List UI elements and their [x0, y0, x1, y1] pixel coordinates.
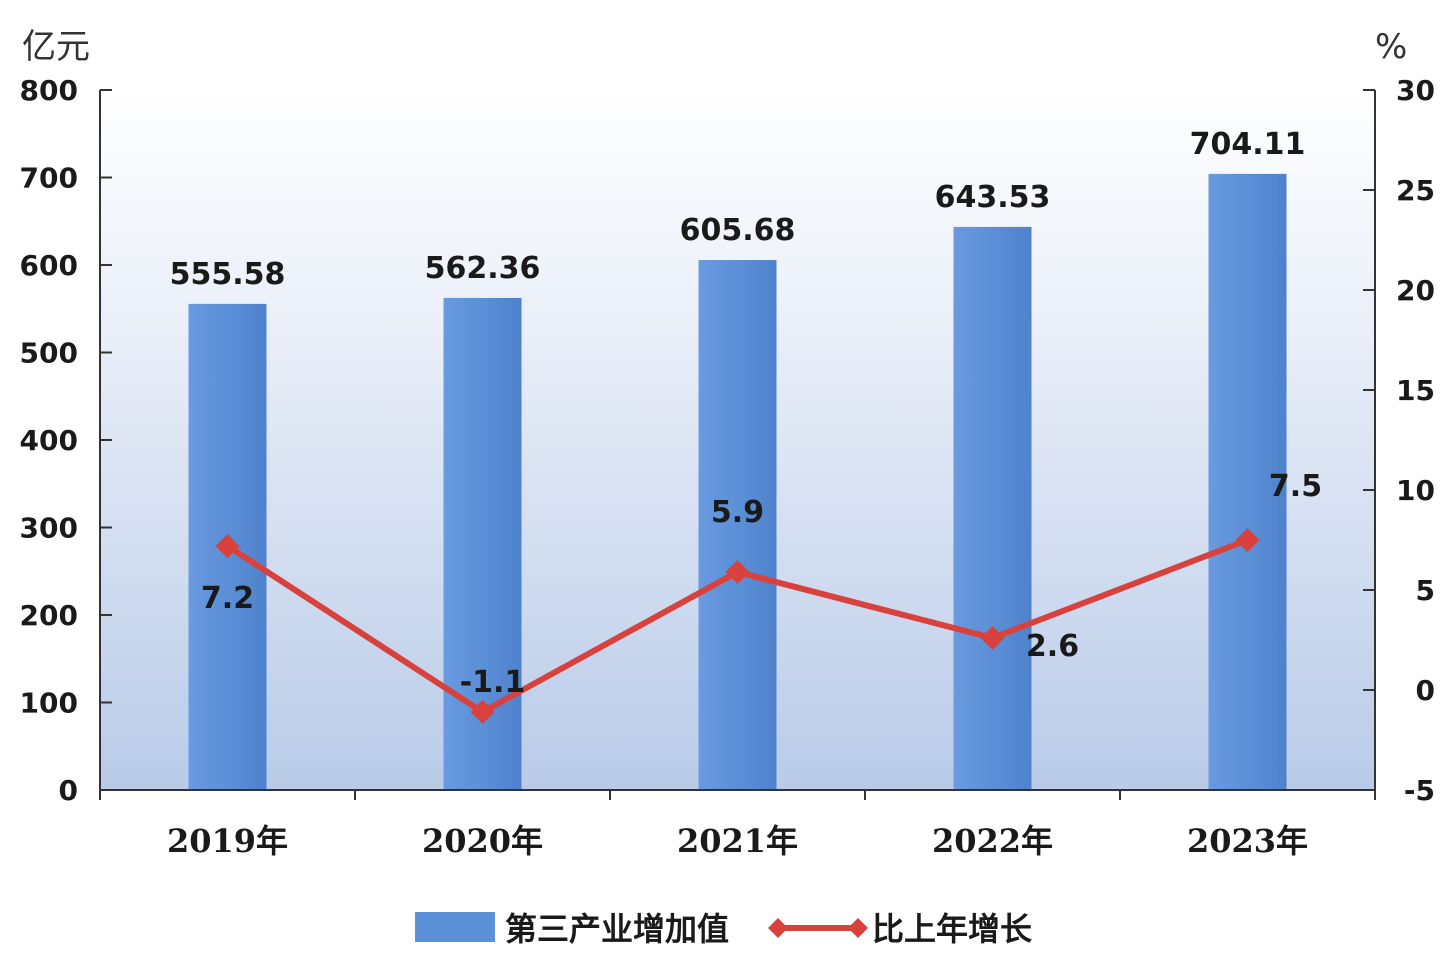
line-group: 7.2 -1.1 5.9 2.6 7.5: [201, 469, 1322, 724]
right-axis-unit: %: [1375, 27, 1407, 67]
legend-line-marker-right: [848, 918, 868, 938]
bar: [698, 260, 777, 790]
left-tick-label: 200: [20, 599, 78, 632]
growth-point: [470, 700, 495, 724]
growth-value-label: 2.6: [1026, 629, 1079, 664]
growth-value-label: -1.1: [460, 665, 526, 700]
x-category-label: 2021年: [677, 822, 798, 860]
left-tick-label: 300: [20, 512, 78, 545]
growth-point: [1235, 528, 1260, 552]
bar-value-label: 643.53: [935, 180, 1051, 215]
bar-value-label: 605.68: [680, 213, 796, 248]
legend-bar-label: 第三产业增加值: [505, 910, 729, 948]
legend-line-label: 比上年增长: [872, 910, 1032, 948]
bar-value-label: 555.58: [170, 257, 286, 292]
left-tick-label: 100: [20, 687, 78, 720]
bar: [1208, 173, 1287, 790]
right-tick-label: 5: [1416, 574, 1435, 607]
axes-group: 0 100 200 300 400 500 600 700 800 -5 0 5 10 15 20 25 30 2…: [20, 74, 1435, 860]
growth-point: [980, 626, 1005, 650]
right-tick-label: -5: [1404, 774, 1435, 807]
left-axis-unit: 亿元: [22, 27, 90, 67]
right-tick-label: 25: [1396, 174, 1435, 207]
x-category-label: 2023年: [1187, 822, 1308, 860]
right-tick-label: 10: [1396, 474, 1435, 507]
left-tick-label: 800: [20, 74, 78, 107]
x-category-label: 2019年: [167, 822, 288, 860]
growth-value-label: 5.9: [711, 495, 764, 530]
right-tick-label: 0: [1416, 674, 1435, 707]
legend: 第三产业增加值 比上年增长: [415, 910, 1032, 948]
growth-value-label: 7.5: [1269, 469, 1322, 504]
growth-point: [725, 560, 750, 584]
growth-value-label: 7.2: [201, 581, 254, 616]
growth-point: [215, 534, 240, 558]
bars-group: 555.58 562.36 605.68 643.53 704.11: [170, 127, 1306, 790]
left-tick-label: 600: [20, 249, 78, 282]
right-tick-label: 30: [1396, 74, 1435, 107]
bar-value-label: 704.11: [1190, 127, 1306, 162]
legend-line-marker-left: [768, 918, 788, 938]
left-tick-label: 500: [20, 337, 78, 370]
left-tick-label: 700: [20, 162, 78, 195]
bar-value-label: 562.36: [425, 251, 541, 286]
right-tick-label: 20: [1396, 274, 1435, 307]
right-tick-label: 15: [1396, 374, 1435, 407]
legend-bar-swatch: [415, 912, 495, 942]
x-category-label: 2022年: [932, 822, 1053, 860]
left-tick-label: 400: [20, 424, 78, 457]
bar: [953, 226, 1032, 790]
x-category-label: 2020年: [422, 822, 543, 860]
left-tick-label: 0: [59, 774, 78, 807]
